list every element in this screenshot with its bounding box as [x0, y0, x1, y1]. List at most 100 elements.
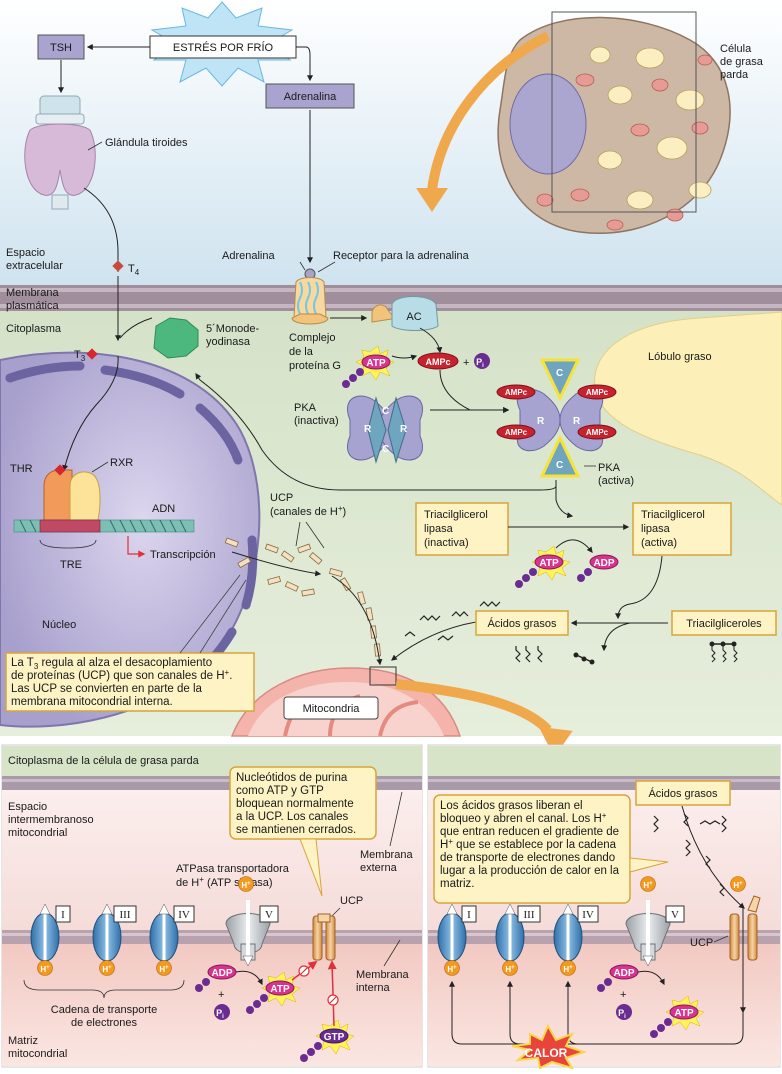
inner-membrane-label-2: interna — [356, 982, 391, 994]
svg-text:H+: H+ — [563, 965, 573, 974]
inner-membrane-label-1: Membrana — [356, 969, 409, 981]
zoom-arrow — [416, 188, 448, 212]
plus-top: + — [463, 357, 469, 369]
fa-note-line-5: de transporte de electrones dando — [440, 852, 615, 864]
purine-note-line-3: bloquean normalmente — [236, 798, 354, 810]
complex-iv-bl: IV — [149, 903, 195, 962]
atp-synthase-bl: V — [225, 900, 279, 967]
fa-note-line-3: que entran reducen el gradiente de — [440, 826, 619, 838]
t3-note-line-1: La T3 regula al alza el desacoplamiento — [11, 657, 212, 671]
lipase-inactive-label-1: Triacilglicerol — [424, 509, 488, 521]
purine-note-line-4: a la UCP. Los canales — [236, 811, 349, 823]
svg-text:AMPc: AMPc — [586, 388, 609, 397]
complex-i-bl: I — [30, 903, 71, 962]
deiodinase-label-1: 5´Monode- — [206, 323, 260, 335]
intermembrane-label-3: mitocondrial — [8, 827, 67, 839]
svg-text:H+: H+ — [505, 965, 515, 974]
thr-label: THR — [10, 463, 33, 475]
svg-text:AMPc: AMPc — [586, 428, 609, 437]
outer-membrane-label-1: Membrana — [360, 849, 413, 861]
mitochondria-box — [283, 696, 379, 720]
adn-label: ADN — [152, 503, 175, 515]
pka-active-label-1: PKA — [598, 462, 621, 474]
heat-label: CALOR — [525, 1046, 568, 1060]
lipase-inactive-label-3: (inactiva) — [424, 537, 469, 549]
ac-label: AC — [406, 311, 421, 323]
svg-text:III: III — [120, 909, 131, 921]
svg-text:H+: H+ — [733, 881, 743, 890]
ucp-label-br: UCP — [690, 937, 713, 949]
brown-cell-label-1: Célula — [720, 43, 752, 55]
purine-note-line-2: como ATP y GTP — [236, 785, 324, 797]
tsh-box — [37, 34, 85, 60]
complex-iv-br: IV — [553, 903, 599, 962]
t3-note-line-2: de proteínas (UCP) que son canales de H+… — [11, 668, 232, 682]
gprotein-label-3: proteína G — [289, 360, 341, 372]
tre-label: TRE — [60, 559, 82, 571]
svg-text:Pi: Pi — [216, 1008, 224, 1020]
brown-cell-label-2: de grasa — [720, 56, 764, 68]
ucp-fragments — [224, 537, 381, 657]
campc-molecule — [417, 352, 459, 370]
pka-active: C C R R AMPc AMPc AMPc AMPc — [496, 358, 617, 478]
lipase-active-box — [632, 502, 732, 556]
svg-text:H+: H+ — [159, 965, 169, 974]
fa-note-line-4: H+ que se establece por la cadena — [440, 837, 617, 851]
fa-note-line-6: lugar a la producción de calor en la — [440, 865, 620, 877]
membrane-label-2: plasmática — [6, 300, 59, 312]
fa-note-line-1: Los ácidos grasos liberan el — [440, 800, 583, 812]
campc-label: AMPc — [425, 357, 450, 367]
adrenaline-label: Adrenalina — [222, 250, 275, 262]
purine-note-line-5: se mantienen cerrados. — [236, 824, 356, 836]
pka-inactive-label-2: (inactiva) — [294, 415, 339, 427]
membrane-label-1: Membrana — [6, 287, 59, 299]
svg-text:IV: IV — [178, 909, 190, 921]
dna-strand — [13, 519, 195, 533]
gtp-molecule-bl: GTP — [300, 1019, 355, 1062]
nucleus-label: Núcleo — [42, 619, 76, 631]
adenylyl-cyclase: AC — [371, 296, 439, 331]
lipase-active-label-3: (activa) — [641, 537, 677, 549]
adp-label-br: ADP — [613, 968, 634, 979]
lipase-active-label-2: lipasa — [641, 523, 671, 535]
ucp-channel-br — [729, 895, 761, 1014]
mitochondria-label: Mitocondria — [303, 703, 361, 715]
purine-note-line-1: Nucleótidos de purina — [236, 772, 348, 784]
ucp-channel-bl — [312, 913, 336, 961]
pka-active-r1: R — [537, 416, 545, 427]
receptor-label: Receptor para la adrenalina — [333, 250, 470, 262]
atp-synthase-br: V — [625, 900, 685, 967]
pka-active-r2: R — [573, 416, 581, 427]
svg-text:V: V — [265, 909, 273, 921]
outer-membrane-label-2: externa — [360, 862, 398, 874]
svg-text:III: III — [524, 909, 535, 921]
heat-burst — [511, 1023, 588, 1070]
atp-molecule-bl: ATP — [246, 971, 301, 1014]
pi-bl — [214, 1004, 230, 1020]
adrenaline-receptor — [291, 268, 329, 325]
atp-molecule-lipase: ATP — [515, 545, 571, 588]
thyroid-gland — [24, 95, 96, 210]
plus-br: + — [620, 989, 626, 1001]
lipase-inactive-box — [415, 502, 509, 556]
fatty-acids-label-br: Ácidos grasos — [648, 787, 718, 800]
atp-label-br: ATP — [674, 1008, 694, 1019]
fatty-acid-note-box — [433, 794, 631, 904]
pka-inactive-r2: R — [400, 424, 408, 435]
pi-label-top: Pi — [476, 357, 484, 369]
t3-note-box — [5, 652, 255, 712]
svg-text:H+: H+ — [447, 965, 457, 974]
pka-inactive-c2: C — [382, 444, 389, 455]
lipid-lobule-label: Lóbulo graso — [648, 351, 712, 363]
transcription-label: Transcripción — [150, 549, 216, 561]
h-plus-ions-br: H+ H+ H+ H+ H+ — [444, 876, 746, 976]
thyroid-label: Glándula tiroides — [105, 137, 188, 149]
lipase-inactive-label-2: lipasa — [424, 523, 454, 535]
adp-molecule-lipase — [589, 554, 619, 570]
plus-bl: + — [218, 989, 224, 1001]
adp-label-lipase: ADP — [593, 558, 614, 569]
pka-inactive: C C R R — [347, 395, 423, 464]
thr-rxr-complex — [43, 464, 101, 521]
